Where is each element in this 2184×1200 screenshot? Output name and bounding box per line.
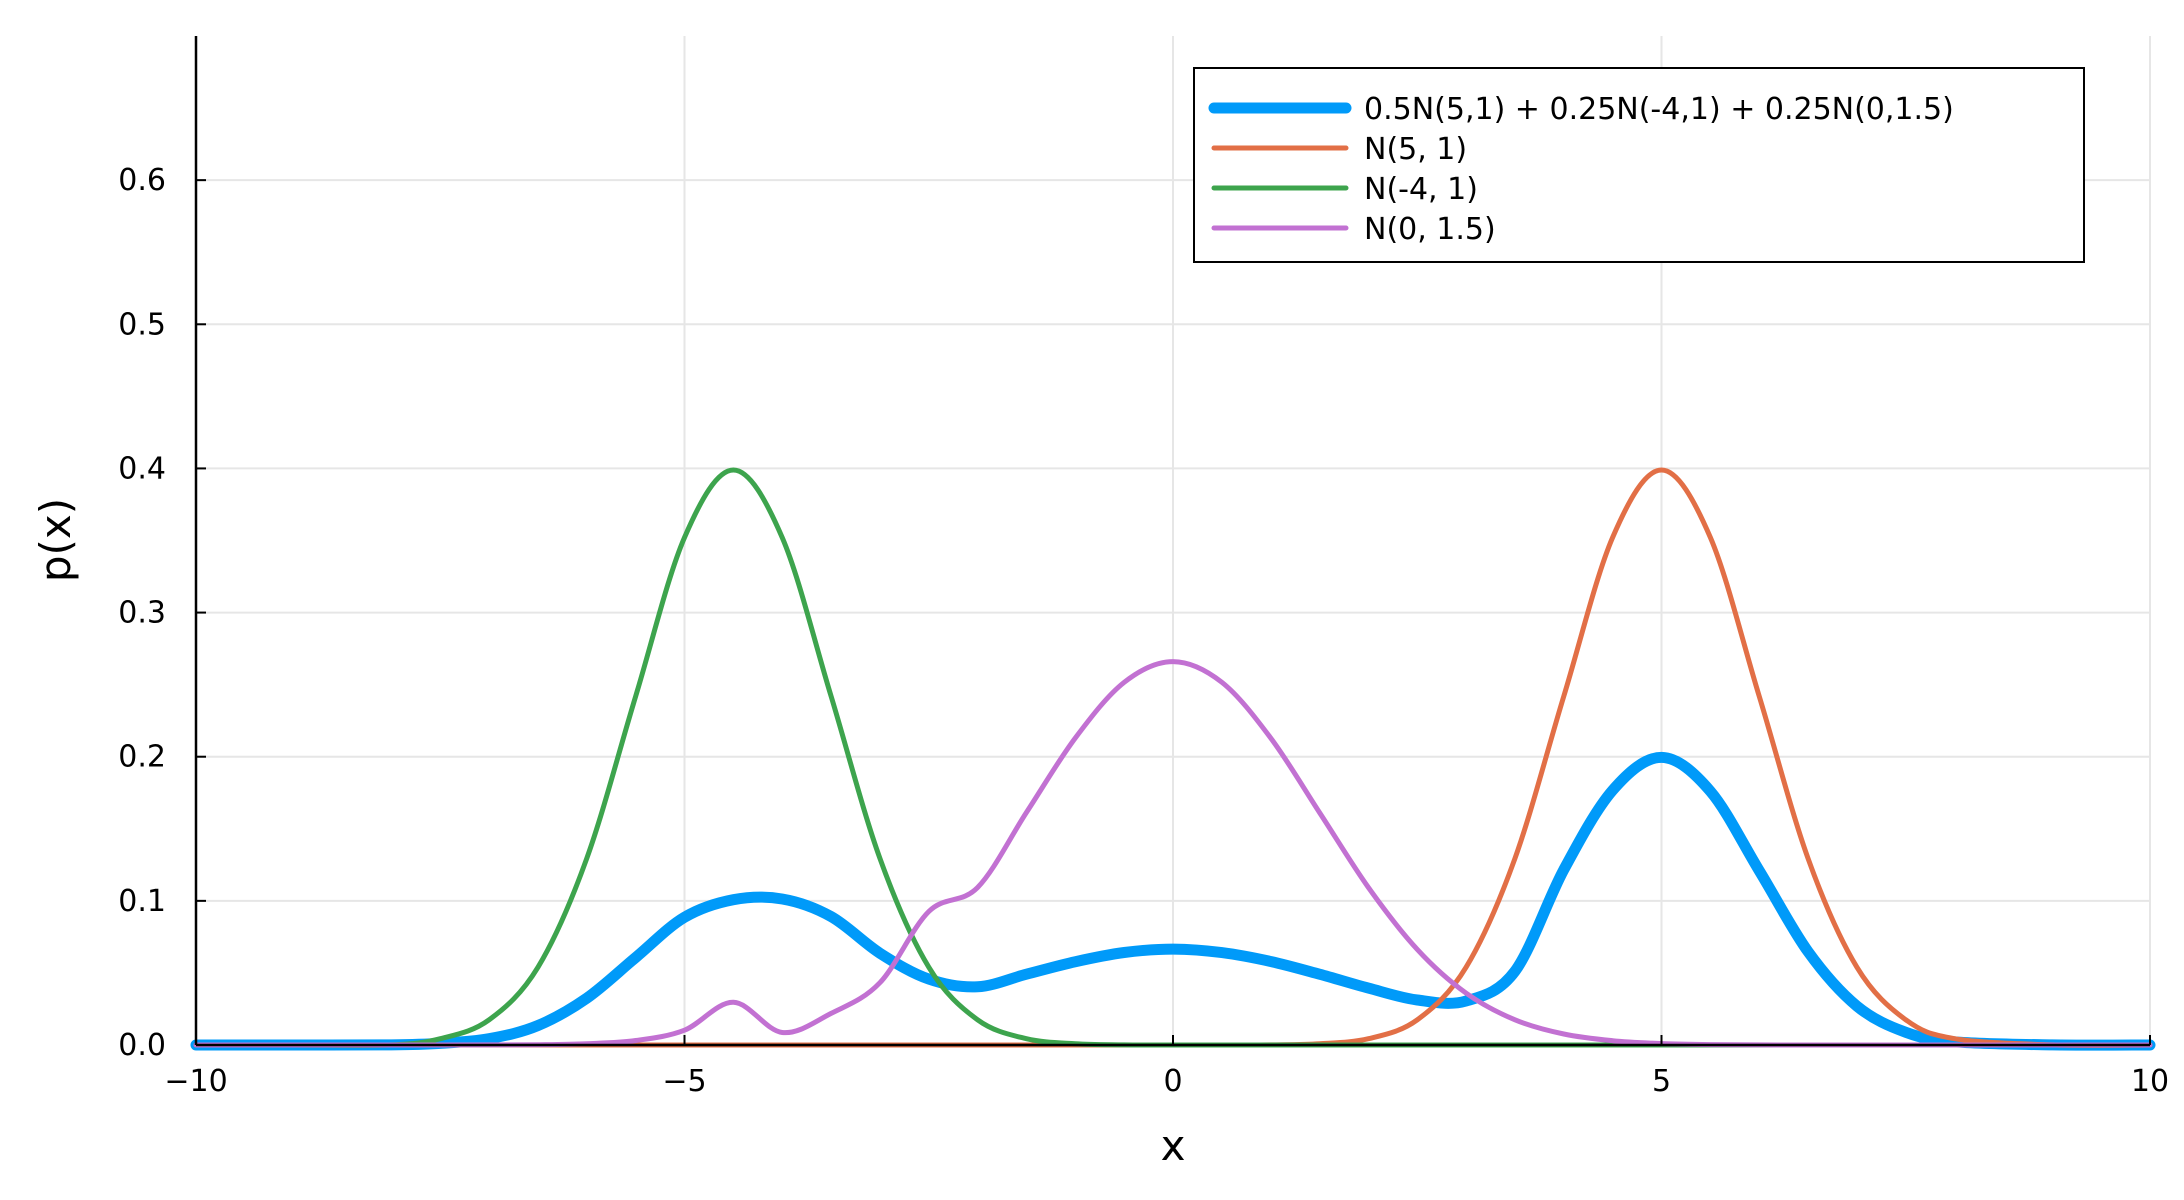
x-tick-label: 5 xyxy=(1652,1064,1671,1099)
x-axis-title: x xyxy=(1161,1121,1186,1170)
y-axis-title: p(x) xyxy=(31,498,80,582)
x-tick-label: −5 xyxy=(662,1064,706,1099)
x-tick-label: 0 xyxy=(1163,1064,1182,1099)
legend: 0.5N(5,1) + 0.25N(-4,1) + 0.25N(0,1.5) N(… xyxy=(1193,67,2085,263)
legend-label: 0.5N(5,1) + 0.25N(-4,1) + 0.25N(0,1.5) xyxy=(1364,92,1954,127)
y-tick-label: 0.4 xyxy=(118,451,166,486)
legend-label: N(-4, 1) xyxy=(1364,172,1478,207)
x-tick-label: −10 xyxy=(164,1064,227,1099)
x-tick-label: 10 xyxy=(2131,1064,2169,1099)
y-tick-label: 0.6 xyxy=(118,163,166,198)
y-ticks: 0.0 0.1 0.2 0.3 0.4 0.5 0.6 xyxy=(118,163,206,1063)
y-tick-label: 0.5 xyxy=(118,307,166,342)
y-tick-label: 0.2 xyxy=(118,740,166,775)
series-line-1 xyxy=(190,751,2156,1051)
legend-label: N(5, 1) xyxy=(1364,132,1467,167)
x-ticks: −10 −5 0 5 10 xyxy=(164,1035,2169,1099)
y-tick-label: 0.0 xyxy=(118,1028,166,1063)
y-tick-label: 0.3 xyxy=(118,596,166,631)
legend-label: N(0, 1.5) xyxy=(1364,212,1496,247)
y-tick-label: 0.1 xyxy=(118,884,166,919)
